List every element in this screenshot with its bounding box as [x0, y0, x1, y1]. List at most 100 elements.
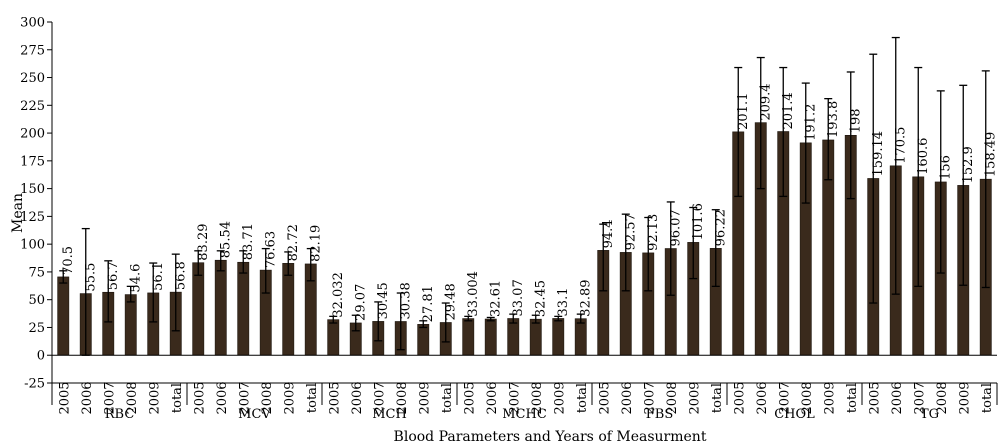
- x-axis: 2005 2006 2007 2008 2009 total RBC 2005 2006 2007…: [51, 354, 998, 422]
- data-label: 209.4: [759, 83, 774, 120]
- data-label: 158.49: [984, 132, 999, 178]
- data-label: 32.61: [489, 280, 504, 317]
- data-label: 33.07: [511, 279, 526, 316]
- bar: [237, 261, 250, 356]
- data-label: 160.6: [916, 138, 931, 175]
- data-label: 201.1: [736, 93, 751, 130]
- data-label: 82.72: [286, 224, 301, 261]
- x-tick-label: 2006: [80, 381, 95, 414]
- x-tick-label: 2006: [890, 381, 905, 414]
- y-tick-label: 275: [20, 43, 45, 58]
- data-label: 92.57: [624, 213, 639, 250]
- data-label: 32.032: [331, 272, 346, 318]
- bar: [282, 263, 295, 356]
- data-label: 94.4: [601, 219, 616, 248]
- y-tick-label: 300: [20, 16, 45, 31]
- y-tick-label: 0: [37, 349, 45, 364]
- data-label: 191.2: [804, 104, 819, 141]
- y-tick-label: 50: [28, 293, 45, 308]
- x-tick-label: 2006: [350, 381, 365, 414]
- group-label: MCH: [372, 407, 407, 422]
- x-tick-label: 2007: [372, 381, 387, 414]
- x-axis-title: Blood Parameters and Years of Measurment: [394, 429, 707, 445]
- data-label: 159.14: [871, 131, 886, 177]
- y-tick-label: 75: [28, 265, 45, 280]
- x-tick-label: 2009: [822, 381, 837, 414]
- y-tick-label: 200: [20, 127, 45, 142]
- y-tick-label: 150: [20, 182, 45, 197]
- bar: [417, 324, 430, 356]
- x-tick-label: total: [170, 383, 185, 413]
- group-label: MCV: [238, 407, 271, 422]
- x-tick-label: 2005: [327, 381, 342, 414]
- data-label: 56.7: [106, 261, 121, 290]
- data-label: 83.29: [196, 223, 211, 260]
- data-label: 201.4: [781, 92, 796, 129]
- y-tick-label: -25: [24, 377, 45, 392]
- data-label: 55.5: [84, 263, 99, 292]
- data-label: 101.6: [691, 203, 706, 240]
- y-tick-label: 175: [20, 154, 45, 169]
- x-tick-label: 2005: [597, 381, 612, 414]
- x-tick-label: 2009: [552, 381, 567, 414]
- x-tick-label: total: [575, 383, 590, 413]
- data-label: 96.22: [714, 209, 729, 246]
- x-tick-label: 2007: [237, 381, 252, 414]
- x-tick-label: 2005: [867, 381, 882, 414]
- x-tick-label: 2008: [530, 381, 545, 414]
- y-tick-label: 100: [20, 238, 45, 253]
- bars: 70.5 55.5 56.7 54.6 56.1 56.8 83.29 85.54 83.71 7…: [57, 36, 999, 356]
- x-tick-label: 2007: [777, 381, 792, 414]
- data-label: 83.71: [241, 223, 256, 260]
- data-label: 96.07: [669, 209, 684, 246]
- group-label: RBC: [105, 407, 135, 422]
- group-label: MCHC: [502, 407, 547, 422]
- data-label: 85.54: [219, 221, 234, 258]
- data-label: 30.38: [399, 282, 414, 319]
- data-label: 32.89: [579, 279, 594, 316]
- data-label: 29.48: [444, 283, 459, 320]
- data-label: 30.45: [376, 282, 391, 319]
- x-tick-label: total: [710, 383, 725, 413]
- bar: [57, 276, 70, 356]
- bar: [529, 318, 542, 356]
- x-tick-label: 2005: [57, 381, 72, 414]
- x-tick-label: 2009: [417, 381, 432, 414]
- x-tick-label: 2009: [282, 381, 297, 414]
- y-axis: -25 0 25 50 75 100 125 150 175 200 225 250 275 300: [20, 16, 53, 392]
- y-tick-label: 250: [20, 71, 45, 86]
- data-label: 33.004: [466, 271, 481, 317]
- data-label: 193.8: [826, 101, 841, 138]
- x-tick-label: total: [305, 383, 320, 413]
- group-label: TG: [920, 407, 939, 422]
- bar: [327, 319, 340, 356]
- data-label: 56.1: [151, 262, 166, 291]
- x-tick-label: 2006: [215, 381, 230, 414]
- x-tick-label: 2008: [935, 381, 950, 414]
- x-tick-label: 2007: [642, 381, 657, 414]
- x-tick-label: 2008: [260, 381, 275, 414]
- x-tick-label: 2007: [102, 381, 117, 414]
- data-label: 198: [849, 108, 864, 133]
- x-tick-label: 2008: [800, 381, 815, 414]
- bar: [552, 318, 565, 356]
- data-label: 82.19: [309, 225, 324, 262]
- bar: [124, 294, 137, 356]
- x-tick-label: 2009: [687, 381, 702, 414]
- x-tick-label: 2006: [755, 381, 770, 414]
- data-label: 92.13: [646, 214, 661, 251]
- x-tick-label: 2005: [732, 381, 747, 414]
- data-label: 54.6: [129, 264, 144, 293]
- y-tick-label: 125: [20, 210, 45, 225]
- data-label: 70.5: [61, 246, 76, 275]
- group-label: FBS: [646, 407, 673, 422]
- bar: [574, 318, 587, 356]
- y-tick-label: 25: [28, 321, 45, 336]
- x-tick-label: 2008: [395, 381, 410, 414]
- x-tick-label: 2006: [620, 381, 635, 414]
- data-label: 76.63: [264, 231, 279, 268]
- bar: [462, 318, 475, 356]
- x-tick-label: 2008: [665, 381, 680, 414]
- bar: [192, 262, 205, 356]
